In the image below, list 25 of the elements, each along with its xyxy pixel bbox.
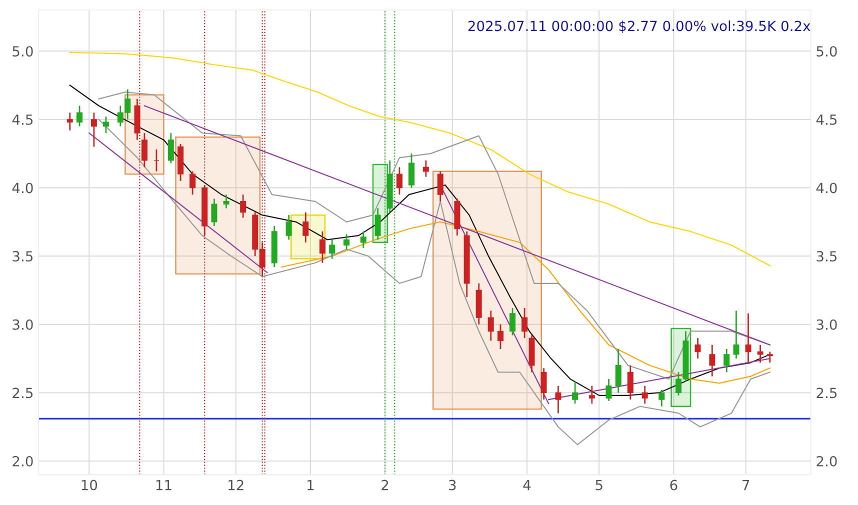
y-tick-label: 5.0 <box>12 46 33 57</box>
y2-tick-label: 2.5 <box>816 388 837 398</box>
x-tick-label: 7 <box>742 480 750 490</box>
x-tick-label: 6 <box>670 480 678 490</box>
x-tick-label: 10 <box>82 480 98 490</box>
x-tick-label: 2 <box>382 480 388 490</box>
x-tick-label: 11 <box>156 480 172 490</box>
y2-tick-label: 4.5 <box>816 114 837 125</box>
y-tick-label: 4.0 <box>12 182 33 194</box>
y-tick-label: 2.5 <box>12 388 33 398</box>
x-tick-label: 4 <box>523 480 531 490</box>
y2-tick-label: 2.0 <box>816 456 837 467</box>
y-tick-label: 4.5 <box>12 114 33 125</box>
x-tick-label: 3 <box>449 480 456 490</box>
y2-tick-label: 3.0 <box>816 319 837 330</box>
x-tick-label: 1 <box>308 480 314 490</box>
y-tick-label: 3.0 <box>12 319 33 330</box>
y2-tick-label: 4.0 <box>816 182 837 194</box>
x-tick-label: 5 <box>596 480 602 490</box>
y-tick-label: 2.0 <box>12 456 33 467</box>
text: 2025.07.11 00:00:00 $2.77 0.00% vol:39.5K 0.2x <box>468 20 810 34</box>
y2-tick-label: 5.0 <box>816 46 837 57</box>
y-tick-label: 3.5 <box>12 251 33 262</box>
y2-tick-label: 3.5 <box>816 251 837 262</box>
x-tick-label: 12 <box>228 480 244 490</box>
